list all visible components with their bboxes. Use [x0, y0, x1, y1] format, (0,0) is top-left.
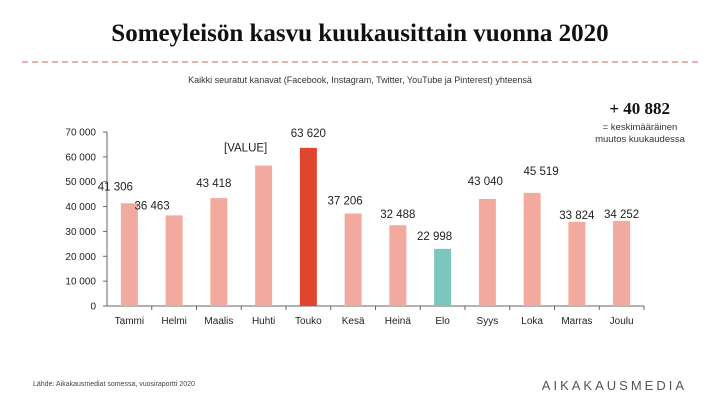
data-label: 43 418 [196, 178, 231, 190]
brand-logo: AIKAKAUSMEDIA [541, 378, 687, 393]
x-tick-label: Touko [295, 316, 322, 327]
bar [255, 165, 273, 306]
y-tick-label: 60 000 [65, 152, 96, 163]
chart-subtitle: Kaikki seuratut kanavat (Facebook, Insta… [188, 75, 532, 85]
y-tick-label: 10 000 [65, 277, 96, 288]
data-label: 22 998 [417, 231, 452, 243]
y-tick-label: 50 000 [65, 177, 96, 188]
data-label: 63 620 [291, 128, 326, 140]
data-label: 34 252 [604, 209, 639, 221]
data-label: 41 306 [98, 181, 133, 193]
y-tick-label: 70 000 [65, 128, 96, 139]
page-title: Someyleisön kasvu kuukausittain vuonna 2… [111, 20, 609, 47]
data-label: 36 463 [135, 200, 170, 212]
x-tick-label: Syys [477, 316, 499, 327]
x-tick-label: Tammi [115, 316, 144, 327]
data-label: 33 824 [559, 210, 595, 222]
title-divider [22, 61, 698, 63]
bar [210, 198, 228, 306]
x-tick-label: Elo [435, 316, 450, 327]
x-tick-label: Loka [521, 316, 543, 327]
y-tick-label: 40 000 [65, 202, 96, 213]
x-tick-label: Joulu [610, 316, 634, 327]
source-note: Lähde: Aikakausmediat somessa, vuosirapo… [33, 381, 195, 388]
bar [568, 221, 586, 306]
data-label: [VALUE] [224, 143, 267, 155]
bar [344, 213, 362, 306]
data-label: 43 040 [468, 176, 503, 188]
y-tick-label: 20 000 [65, 252, 96, 263]
bar [299, 147, 317, 306]
bar [389, 225, 407, 306]
bar [613, 220, 631, 306]
growth-note: = keskimääräinen muutos kuukaudessa [595, 122, 685, 145]
bar [523, 192, 541, 306]
x-tick-label: Heinä [385, 316, 412, 327]
bar [434, 248, 452, 306]
x-tick-label: Huhti [252, 316, 275, 327]
data-label: 32 488 [380, 209, 415, 221]
x-tick-label: Helmi [161, 316, 187, 327]
y-tick-label: 0 [90, 302, 96, 313]
data-label: 37 206 [328, 196, 363, 208]
bar [478, 199, 496, 306]
x-tick-label: Maalis [204, 316, 233, 327]
bar [165, 215, 183, 306]
data-label: 45 519 [524, 166, 559, 178]
x-tick-label: Kesä [342, 316, 365, 327]
bar [120, 203, 138, 306]
growth-value: + 40 882 [609, 99, 670, 118]
x-tick-label: Marras [561, 316, 592, 327]
y-tick-label: 30 000 [65, 227, 96, 238]
